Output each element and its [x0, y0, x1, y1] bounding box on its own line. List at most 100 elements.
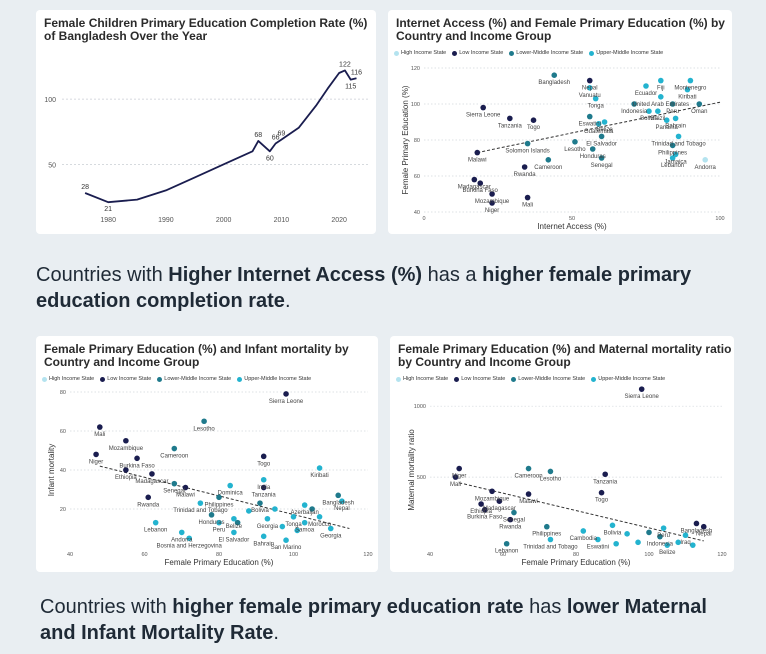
legend-item-upper_middle: Upper-Middle Income State	[591, 376, 665, 382]
point-lower_middle	[234, 519, 241, 526]
point-label: Madagascar	[458, 185, 491, 191]
point-upper_middle	[294, 527, 301, 534]
point-tanzania	[260, 484, 267, 491]
x-tick-label: 2010	[274, 217, 290, 224]
legend-label-lower_middle: Lower-Middle Income State	[518, 376, 586, 382]
point-label: Solomon Islands	[505, 149, 549, 155]
point-togo	[598, 489, 605, 496]
point-lesotho	[201, 418, 207, 425]
point-label: India	[257, 485, 271, 491]
point-burkina-faso	[134, 455, 140, 462]
point-label: Dominica	[218, 491, 244, 497]
legend-label-upper_middle: Upper-Middle Income State	[598, 376, 666, 382]
point-philippines	[544, 523, 550, 530]
data-label: 28	[81, 184, 89, 191]
point-label: Eswatini	[587, 544, 609, 550]
point-label: Burkina Faso	[467, 515, 503, 521]
point-label: Senegal	[591, 163, 613, 169]
legend-maternal: High Income State Low Income State Lower-M…	[396, 376, 665, 382]
point-belize	[231, 515, 237, 522]
point-rwanda	[521, 164, 528, 170]
point-label: Bahrain	[253, 541, 274, 547]
point-azerbaijan	[301, 502, 308, 508]
point-tanzania	[507, 115, 513, 122]
legend-item-upper_middle: Upper-Middle Income State	[237, 376, 311, 382]
data-label: 66	[272, 134, 280, 141]
legend-dot-low	[454, 376, 460, 382]
point-bolivia	[609, 522, 616, 529]
point-morocco	[316, 514, 323, 520]
point-burkina-faso	[477, 180, 484, 186]
legend-item-low: Low Income State	[454, 376, 505, 382]
trend-line	[459, 482, 704, 542]
point-label: Belize	[659, 550, 676, 556]
legend-label-upper_middle: Upper-Middle Income State	[244, 376, 312, 382]
x-tick-label: 1990	[158, 217, 174, 224]
point-togo	[530, 117, 537, 123]
point-label: Tanzania	[498, 123, 523, 129]
series-line	[84, 69, 357, 204]
point-label: Oman	[691, 109, 707, 115]
legend-item-high: High Income State	[394, 50, 446, 56]
point-label: Niger	[485, 208, 499, 214]
point-label: Kiribati	[678, 95, 696, 101]
point-cameroon	[525, 465, 532, 472]
infant-mortality-card: Female Primary Education (%) and Infant …	[36, 336, 378, 572]
trend-line	[99, 465, 350, 529]
point-bangladesh	[693, 520, 700, 527]
point-label: Trinidad and Tobago	[651, 141, 706, 147]
point-label: Andorra	[695, 165, 717, 171]
x-tick-label: 80	[216, 552, 222, 558]
point-label: Ethiopia	[115, 475, 137, 481]
maternal-mortality-scatter-chart: 500 1000 40 60 80 100 120 Female Primary Educat…	[407, 386, 727, 567]
point-label: Lebanon	[661, 163, 684, 169]
caption-internet: Countries with Higher Internet Access (%…	[36, 264, 692, 312]
point-nepal	[700, 523, 707, 530]
chart-title-bangladesh: Female Children Primary Education Comple…	[44, 16, 368, 43]
internet-scatter-chart: 40 60 80 100 120 0 50 100 Internet Access (%) Fem…	[401, 66, 725, 231]
point-bahrain	[260, 533, 267, 540]
point-malawi	[525, 491, 532, 497]
legend-label-low: Low Income State	[461, 376, 506, 382]
chart-title-maternal: Female Primary Education (%) and Materna…	[398, 342, 732, 369]
point-cambodia	[580, 528, 587, 534]
point-el-salvador	[231, 529, 237, 536]
chart-title-internet: Internet Access (%) and Female Primary E…	[396, 16, 725, 43]
legend-dot-high	[42, 376, 47, 382]
legend-item-high: High Income State	[396, 376, 448, 382]
point-upper_middle	[279, 523, 286, 530]
x-axis-title: Internet Access (%)	[537, 222, 607, 231]
line-chart-card: Female Children Primary Education Comple…	[36, 10, 376, 234]
point-label: Sierra Leone	[269, 399, 304, 405]
point-label: Lesotho	[540, 476, 562, 482]
point-label: Bosnia and Herzegovina	[157, 543, 223, 549]
point-lesotho	[547, 468, 554, 475]
legend-dot-upper_middle	[589, 50, 595, 56]
point-solomon-islands	[524, 140, 531, 147]
point-label: Sierra Leone	[466, 113, 501, 119]
maternal-mortality-card: Female Primary Education (%) and Materna…	[390, 336, 734, 572]
point-label: Jamaica	[664, 159, 687, 165]
point-rwanda	[145, 494, 152, 501]
point-mozambique	[489, 191, 495, 197]
legend-dot-high	[396, 376, 401, 382]
data-label: 122	[339, 61, 351, 68]
point-label: Montenegro	[674, 86, 707, 92]
point-label: Philippines	[204, 502, 233, 508]
point-mali	[97, 424, 103, 430]
point-label: Honduras	[580, 154, 606, 160]
data-label: 69	[277, 131, 285, 138]
point-madagascar	[496, 498, 503, 504]
point-label: Cameroon	[534, 165, 562, 171]
legend-item-lower_middle: Lower-Middle Income State	[157, 376, 231, 382]
point-label: Belize	[596, 127, 613, 133]
point-indonesia	[657, 533, 663, 540]
x-tick-label: 40	[67, 552, 73, 558]
point-label: Bolivia	[251, 508, 269, 514]
point-fiji	[658, 77, 664, 84]
point-belize	[601, 119, 608, 125]
y-tick-label: 120	[411, 66, 420, 72]
point-georgia	[264, 515, 271, 522]
point-label: Mozambique	[475, 496, 510, 502]
point-label: Georgia	[320, 534, 342, 540]
